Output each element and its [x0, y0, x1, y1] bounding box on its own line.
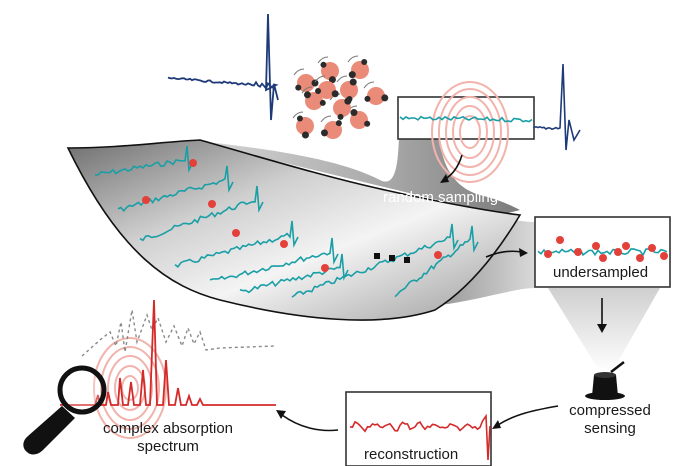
- random-sampling-label: random sampling: [383, 189, 499, 206]
- spectrum-label-1: complex absorption: [102, 420, 234, 437]
- fingerprint-top: [431, 81, 509, 183]
- molecule: [314, 75, 339, 99]
- sheet-ellipsis: [374, 253, 410, 263]
- interferogram-right: [533, 63, 581, 151]
- arrow-sheet-to-undersampled: [485, 250, 523, 258]
- undersampled-dot: [660, 252, 668, 260]
- undersampled-dot: [622, 242, 630, 250]
- undersampled-dot: [648, 244, 656, 252]
- undersampled-dot: [592, 242, 600, 250]
- arrow-reconstruction-to-spectrum: [281, 414, 339, 432]
- sample-dot: [142, 196, 150, 204]
- sample-dot: [189, 159, 197, 167]
- sample-dot: [208, 200, 216, 208]
- molecule: [329, 93, 352, 120]
- undersampled-dot: [614, 248, 622, 256]
- sample-dot: [232, 229, 240, 237]
- undersampled-dot: [636, 254, 644, 262]
- reconstruction-label: reconstruction: [364, 446, 459, 463]
- sampling-sheet: [66, 139, 522, 321]
- sheet-teal-signal: [117, 165, 234, 213]
- undersampled-dot: [556, 236, 564, 244]
- spectrum-label-2: spectrum: [137, 438, 199, 455]
- arrow-heads: [276, 174, 607, 429]
- sheet-teal-signals: [94, 145, 479, 298]
- sheet-teal-signal: [209, 237, 339, 281]
- reconstruction-signal: [349, 413, 491, 461]
- undersampled-dot: [599, 254, 607, 262]
- molecule: [363, 81, 389, 105]
- molecule: [346, 105, 371, 129]
- sheet-teal-signal: [394, 225, 479, 298]
- spectrum-red-trace: [60, 299, 276, 406]
- sheet-sample-dots: [142, 159, 442, 272]
- arrow-sensing-to-reconstruction: [497, 405, 559, 426]
- molecule: [301, 86, 326, 110]
- molecule: [347, 55, 369, 79]
- funnel-beam: [548, 288, 660, 372]
- compressed-sensing-label-1: compressed: [569, 402, 651, 419]
- molecule: [317, 56, 339, 84]
- compressed-sensing-label-2: sensing: [584, 420, 636, 437]
- undersampled-dot: [544, 250, 552, 258]
- undersampled-dot: [574, 248, 582, 256]
- sheet-teal-signal: [291, 223, 459, 298]
- molecule: [320, 115, 342, 139]
- reconstruction-box: [345, 391, 492, 466]
- undersampled-label: undersampled: [553, 264, 649, 281]
- sample-dot: [280, 240, 288, 248]
- sample-dot: [434, 251, 442, 259]
- undersampled-dots: [544, 236, 668, 262]
- flow-arrows: [281, 154, 603, 432]
- sheet-teal-signal: [174, 220, 299, 269]
- interferogram-top-left: [167, 13, 279, 121]
- magic-hat-icon: [585, 358, 629, 400]
- flow-to-strip: [190, 115, 520, 215]
- sheet-teal-signal: [139, 185, 264, 242]
- absorption-spectrum: [60, 299, 276, 406]
- undersampled-signal: [537, 247, 668, 257]
- molecule-cluster: [292, 55, 389, 139]
- magnifier-icon: [23, 365, 107, 455]
- fingerprint-spectrum: [93, 337, 167, 439]
- molecule: [292, 111, 314, 139]
- strip-teal-signal: [399, 115, 533, 123]
- sheet-teal-signal: [239, 253, 349, 294]
- spectrum-dashed-trace: [81, 309, 276, 357]
- sheet-teal-signal: [94, 145, 194, 176]
- sample-dot: [321, 264, 329, 272]
